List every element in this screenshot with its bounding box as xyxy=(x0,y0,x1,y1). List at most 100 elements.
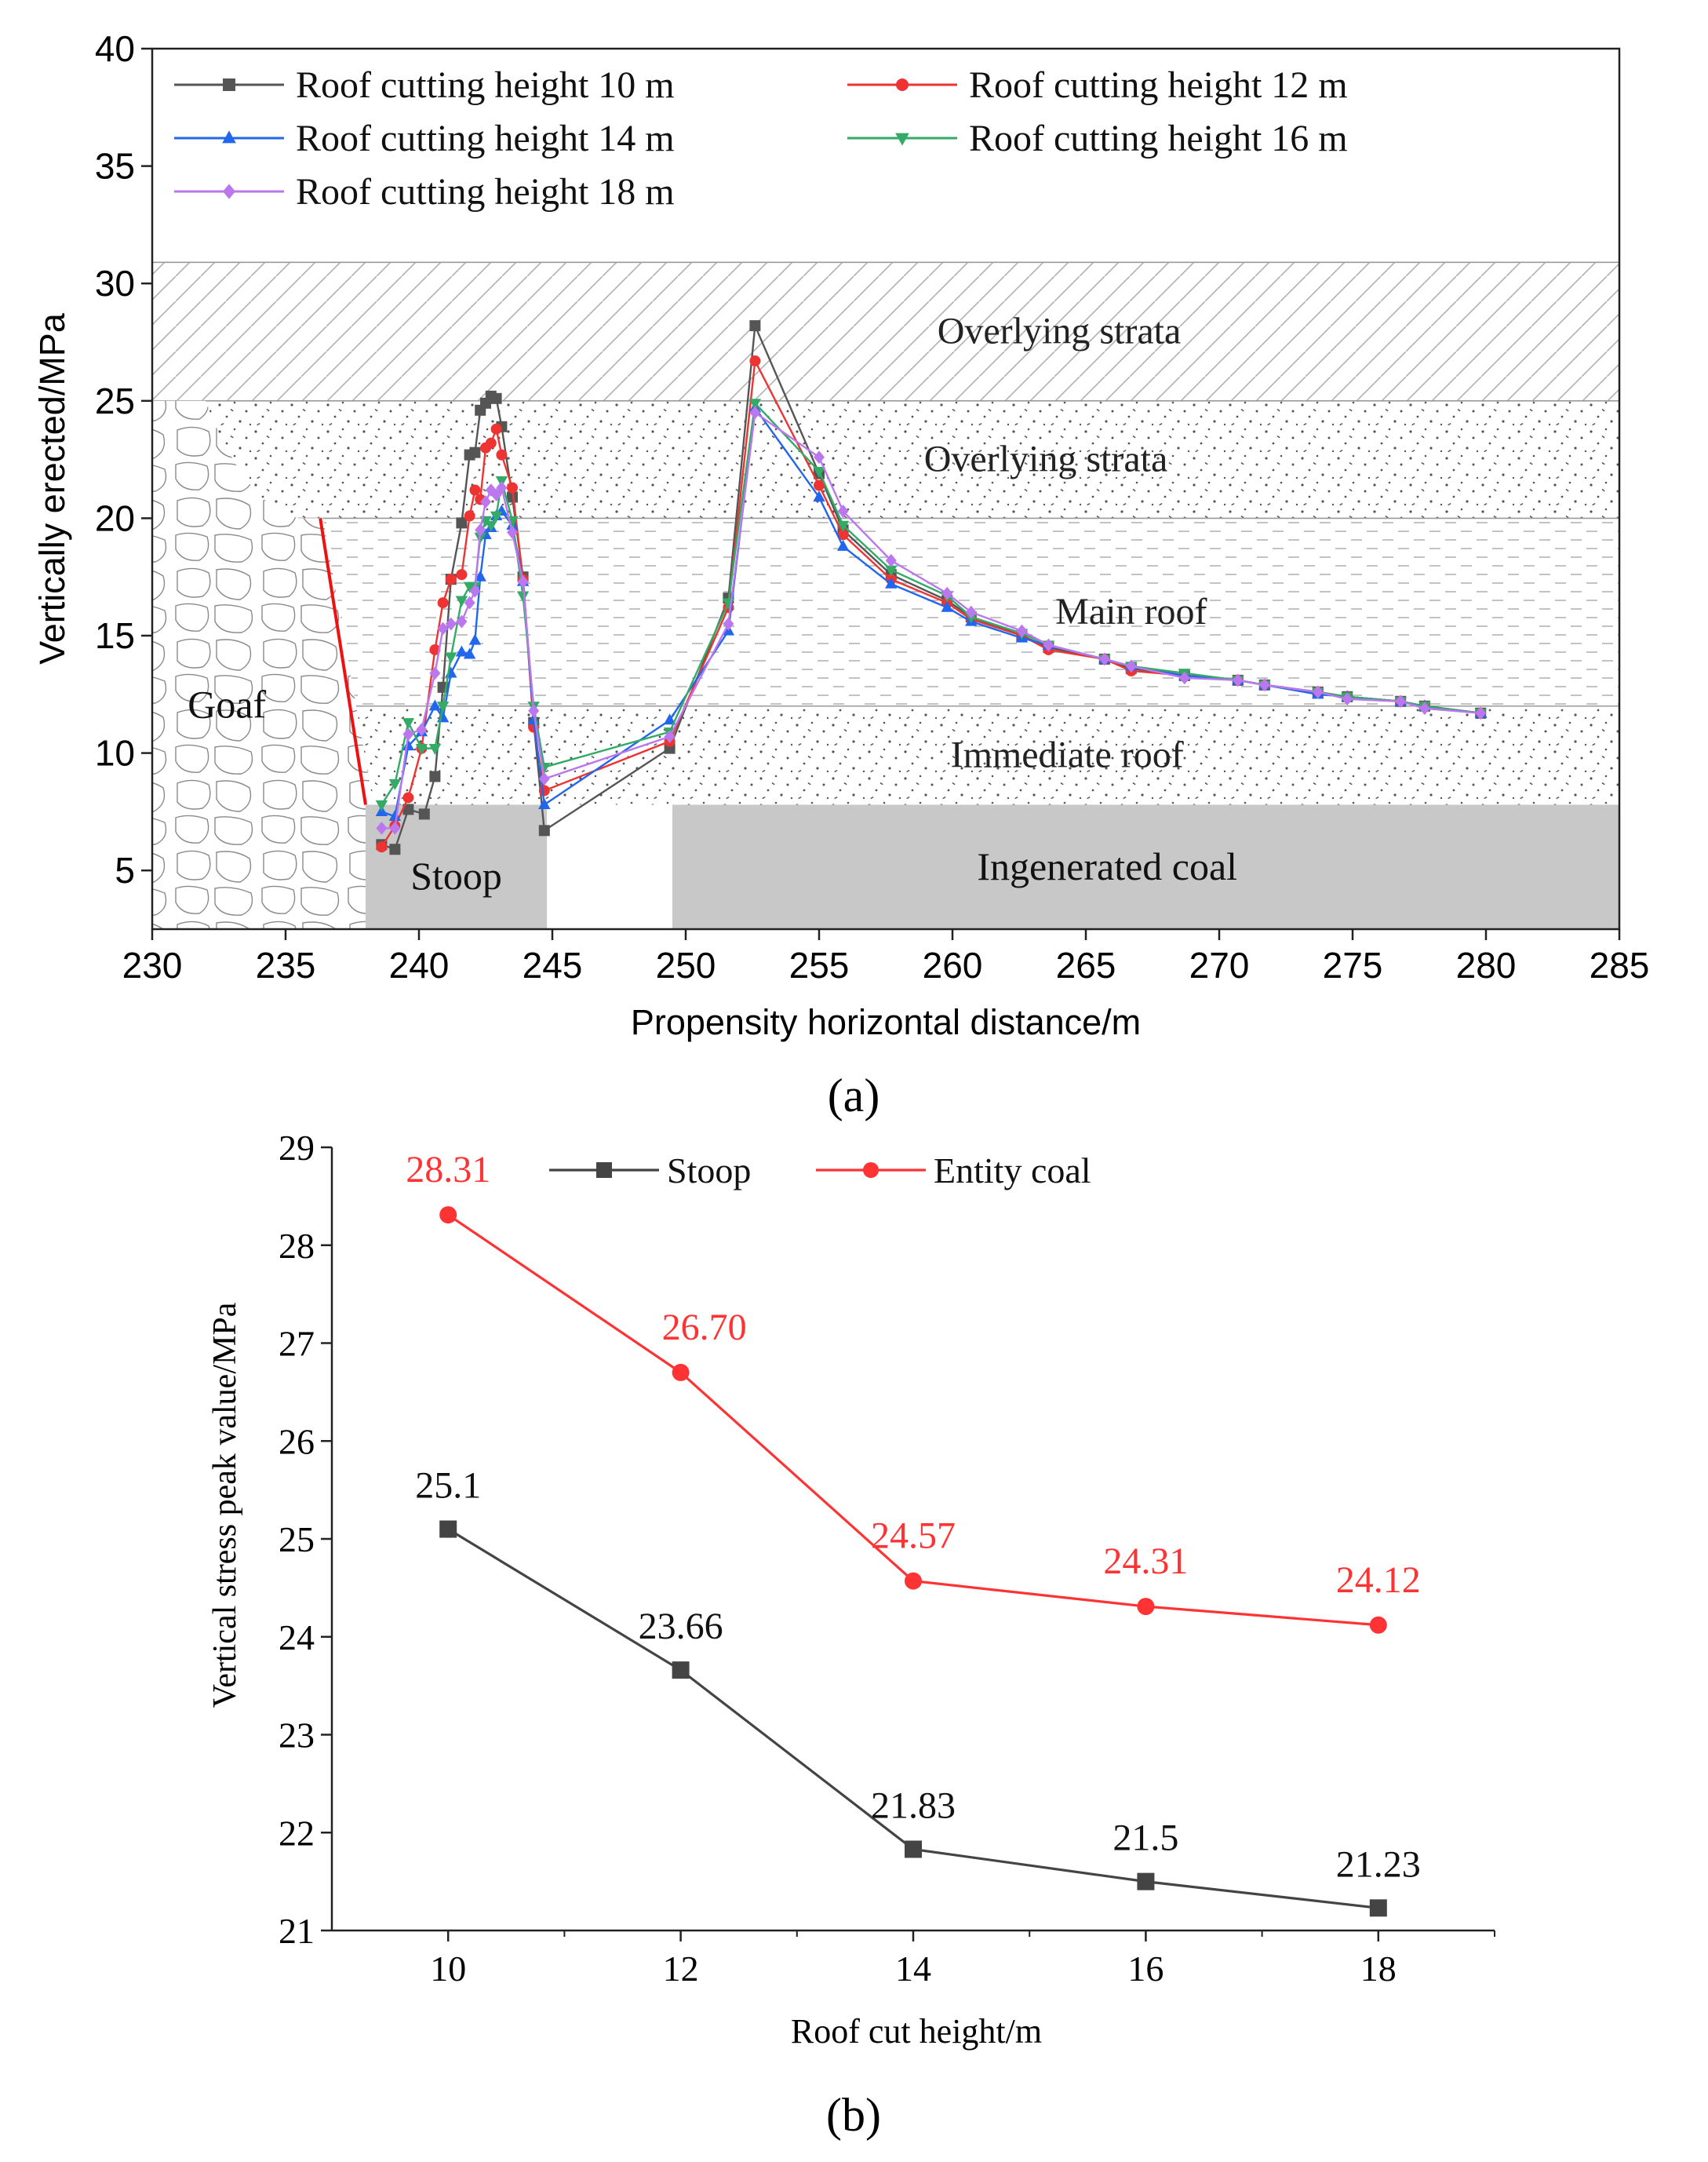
zone-label-3: Immediate roof xyxy=(951,735,1184,776)
data-point xyxy=(480,495,491,509)
zones-layer xyxy=(152,261,1619,805)
data-point xyxy=(376,841,388,853)
data-point xyxy=(1098,652,1110,666)
series-layer-b: 25.1 23.66 21.83 21.5 21.23 28.31 26.70 24.57 24… xyxy=(406,1149,1421,1917)
data-point xyxy=(837,529,849,541)
block-label-2: Ingenerated coal xyxy=(977,844,1237,888)
data-point xyxy=(429,771,441,782)
zone-label-1: Overlying strata xyxy=(924,439,1168,480)
data-point xyxy=(463,647,476,659)
blocks-layer xyxy=(152,400,1619,929)
data-point xyxy=(389,844,401,855)
data-point xyxy=(485,520,497,532)
y-tick-label-a: 10 xyxy=(95,733,135,774)
data-point xyxy=(1125,659,1137,673)
data-point xyxy=(1137,1872,1155,1890)
data-point xyxy=(429,666,441,680)
data-point xyxy=(389,821,401,835)
x-tick-label-b: 10 xyxy=(430,1949,466,1989)
data-point xyxy=(664,730,676,744)
data-point xyxy=(468,633,482,645)
legend-marker-a-3 xyxy=(895,133,909,146)
roadway-gap xyxy=(547,804,672,929)
data-point xyxy=(428,699,442,711)
y-tick-label-b: 23 xyxy=(279,1715,315,1755)
series-a-4 xyxy=(376,406,1487,835)
series-layer xyxy=(375,320,1487,855)
data-point xyxy=(437,622,449,636)
y-tick-label-b: 26 xyxy=(279,1421,315,1461)
data-point xyxy=(490,392,502,404)
x-tick-label-a: 285 xyxy=(1590,945,1650,986)
y-tick-label-b: 27 xyxy=(279,1324,315,1364)
data-point xyxy=(672,1661,690,1679)
x-tick-label-a: 235 xyxy=(256,945,316,986)
legend-label-a-1: Roof cutting height 12 m xyxy=(969,64,1348,106)
data-point xyxy=(388,809,402,821)
data-label: 28.31 xyxy=(406,1149,490,1190)
legend-label-a-4: Roof cutting height 18 m xyxy=(296,171,675,213)
series-line-b-1 xyxy=(447,1213,1378,1627)
data-point xyxy=(445,617,457,631)
data-point xyxy=(965,605,977,619)
data-point xyxy=(475,523,486,537)
y-tick-label-b: 28 xyxy=(279,1226,315,1266)
data-point xyxy=(429,643,441,655)
x-axis-label-b: Roof cut height/m xyxy=(791,2012,1042,2051)
zone-1 xyxy=(152,400,1619,519)
panel-label-b: (b) xyxy=(826,2089,881,2141)
data-point xyxy=(490,488,502,501)
data-label: 21.23 xyxy=(1336,1843,1421,1885)
data-point xyxy=(836,520,850,532)
y-axis-label-a: Vertically erected/MPa xyxy=(32,312,72,665)
data-point xyxy=(813,466,825,478)
legend-label-a-3: Roof cutting height 16 m xyxy=(969,118,1348,159)
y-tick-label-b: 29 xyxy=(279,1128,315,1168)
data-point xyxy=(749,320,761,332)
data-point xyxy=(507,491,518,503)
data-point xyxy=(375,800,388,811)
data-point xyxy=(663,713,676,725)
data-point xyxy=(456,517,468,529)
x-tick-label-a: 280 xyxy=(1456,945,1517,986)
legend-marker-a-0 xyxy=(223,78,235,91)
block-label-0: Goaf xyxy=(188,683,266,727)
data-label: 21.5 xyxy=(1113,1817,1178,1859)
data-point xyxy=(1369,1899,1387,1917)
data-point xyxy=(455,596,468,607)
data-point xyxy=(905,1840,922,1858)
panel-b: 10 12 14 16 18 21 22 23 24 25 26 27 28 29 25.1 23.66 21… xyxy=(207,1128,1495,2141)
data-point xyxy=(538,772,550,786)
data-point xyxy=(416,723,428,737)
x-tick-label-a: 255 xyxy=(789,945,850,986)
data-point xyxy=(517,574,529,589)
axes-b: 10 12 14 16 18 21 22 23 24 25 26 27 28 29 xyxy=(279,1128,1495,1989)
data-point xyxy=(941,600,953,612)
y-axis-label-b: Vertical stress peak value/MPa xyxy=(207,1302,243,1708)
data-point xyxy=(437,597,449,609)
data-point xyxy=(749,406,761,420)
y-tick-label-a: 20 xyxy=(95,498,135,538)
data-point xyxy=(1016,624,1028,638)
zone-0 xyxy=(152,262,1619,401)
data-label: 26.70 xyxy=(662,1307,747,1348)
data-point xyxy=(813,490,825,502)
data-point xyxy=(507,525,518,539)
data-point xyxy=(474,570,486,582)
x-tick-label-a: 230 xyxy=(122,945,183,986)
data-point xyxy=(836,539,850,551)
data-point xyxy=(496,449,508,461)
panel-label-a: (a) xyxy=(828,1070,880,1121)
zone-2 xyxy=(152,518,1619,706)
data-point xyxy=(885,577,898,589)
legend-label-a-2: Roof cutting height 14 m xyxy=(296,118,675,159)
zone-label-0: Overlying strata xyxy=(938,311,1182,352)
data-point xyxy=(507,482,518,494)
data-point xyxy=(456,569,468,581)
axes-a: 230 235 240 245 250 255 260 265 270 275 280 285 5 10 1… xyxy=(95,28,1650,986)
legend-marker-a-2 xyxy=(222,130,236,144)
data-point xyxy=(469,484,481,496)
data-point xyxy=(402,718,415,730)
data-point xyxy=(1232,673,1244,687)
